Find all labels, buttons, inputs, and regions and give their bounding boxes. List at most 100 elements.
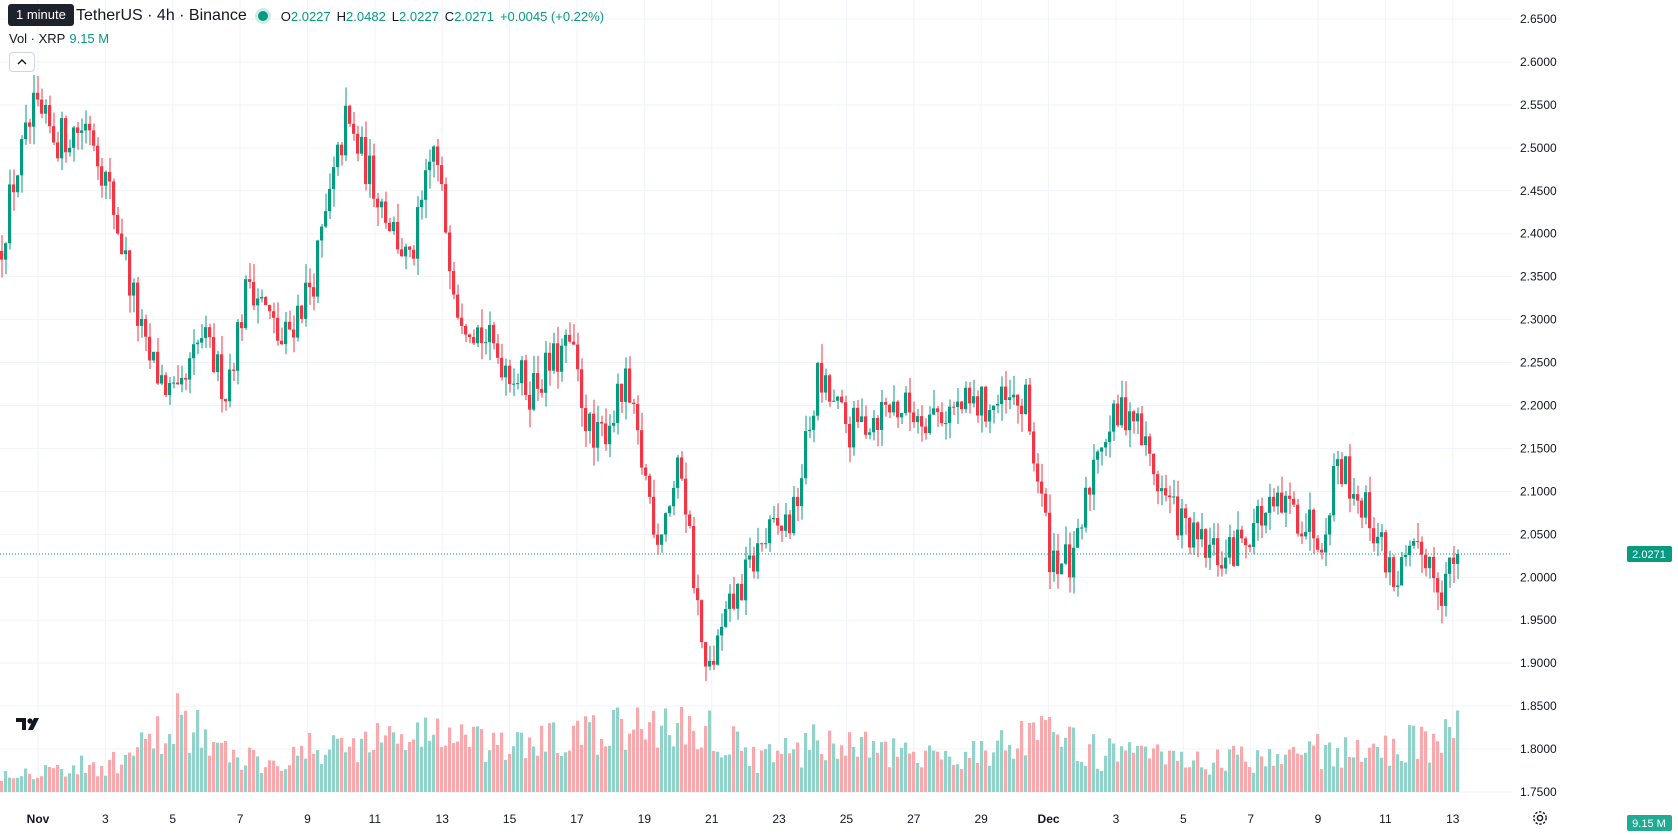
volume-bar xyxy=(440,747,444,792)
candle-body xyxy=(792,496,796,534)
market-status-icon[interactable] xyxy=(254,8,271,24)
candle-body xyxy=(1284,495,1288,513)
candle-body xyxy=(988,410,992,422)
volume-bar xyxy=(532,746,536,792)
ohlc-change: +0.0045 (+0.22%) xyxy=(499,8,605,24)
volume-bar xyxy=(944,750,948,792)
volume-bar xyxy=(468,746,472,792)
candle-body xyxy=(528,394,532,410)
collapse-legend-button[interactable] xyxy=(9,52,35,72)
volume-bar xyxy=(352,738,356,792)
candle-body xyxy=(788,514,792,534)
volume-bar xyxy=(216,742,220,792)
volume-bar xyxy=(724,755,728,792)
volume-bar xyxy=(940,759,944,792)
price-axis[interactable]: 2.6500 2.6000 2.5500 2.5000 2.4500 2.4000 2.35… xyxy=(1520,12,1557,799)
time-axis[interactable]: Nov 3 5 7 9 11 13 15 17 19 21 23 25 27 29 Dec 3 5 7 9 11 13 xyxy=(27,812,1460,826)
volume-bar xyxy=(992,752,996,792)
volume-bar xyxy=(556,753,560,792)
candle-body xyxy=(1100,447,1104,452)
candle-body xyxy=(776,517,780,526)
candle-body xyxy=(156,351,160,384)
price-tick-label: 2.3000 xyxy=(1520,313,1557,327)
candle-body xyxy=(284,321,288,345)
volume-bar xyxy=(648,722,652,792)
candle-body xyxy=(308,282,312,288)
volume-bar xyxy=(884,741,888,792)
candle-body xyxy=(1408,545,1412,556)
candle-body xyxy=(868,432,872,435)
candle-body xyxy=(100,166,104,186)
volume-bar xyxy=(280,770,284,792)
volume-bar xyxy=(1380,757,1384,792)
volume-bar xyxy=(720,757,724,792)
candle-body xyxy=(1088,487,1092,495)
volume-bar xyxy=(664,708,668,792)
tradingview-logo-icon[interactable] xyxy=(14,714,42,734)
candle-body xyxy=(176,382,180,385)
volume-bar xyxy=(156,716,160,792)
candle-body xyxy=(332,167,336,189)
volume-bar xyxy=(788,753,792,792)
volume-bar xyxy=(1320,769,1324,792)
candle-body xyxy=(812,415,816,430)
candle-body xyxy=(1356,494,1360,501)
volume-bar xyxy=(904,742,908,792)
volume-bar xyxy=(252,749,256,792)
gear-icon[interactable] xyxy=(1531,809,1549,827)
candle-body xyxy=(716,635,720,665)
volume-bar xyxy=(80,755,84,792)
volume-bar xyxy=(24,768,28,792)
candle-body xyxy=(756,543,760,572)
volume-bar xyxy=(1108,738,1112,792)
volume-bar xyxy=(380,742,384,792)
candle-body xyxy=(1412,540,1416,546)
time-tick-label: Nov xyxy=(27,812,50,826)
volume-bar xyxy=(636,707,640,792)
candle-body xyxy=(1020,405,1024,415)
volume-legend[interactable]: Vol · XRP 9.15 M xyxy=(9,31,109,46)
candle-body xyxy=(1300,533,1304,537)
volume-bar xyxy=(1228,749,1232,792)
candle-body xyxy=(1032,431,1036,464)
candle-body xyxy=(212,337,216,373)
volume-bar xyxy=(140,732,144,792)
candle-body xyxy=(572,341,576,345)
volume-bar xyxy=(704,726,708,792)
volume-bar xyxy=(388,726,392,792)
volume-bar xyxy=(564,752,568,792)
candle-body xyxy=(752,555,756,572)
candle-body xyxy=(4,243,8,260)
candle-body xyxy=(1264,512,1268,526)
candle-body xyxy=(348,105,352,124)
candle-body xyxy=(684,478,688,515)
volume-bar xyxy=(928,745,932,792)
volume-bar xyxy=(1376,746,1380,792)
candle-body xyxy=(500,357,504,378)
candle-body xyxy=(1384,532,1388,573)
candle-body xyxy=(1244,538,1248,546)
volume-bar xyxy=(600,738,604,792)
volume-bar xyxy=(1372,743,1376,792)
symbol-title[interactable]: TetherUS · 4h · Binance xyxy=(76,7,247,24)
candle-body xyxy=(828,375,832,402)
candle-body xyxy=(1400,557,1404,586)
volume-bar xyxy=(308,732,312,792)
candle-body xyxy=(16,175,20,193)
volume-bar xyxy=(1152,748,1156,792)
candle-body xyxy=(852,407,856,448)
candle-body xyxy=(656,534,660,545)
volume-bar xyxy=(924,750,928,792)
candle-body xyxy=(940,412,944,424)
candle-body xyxy=(636,404,640,431)
volume-bar xyxy=(716,751,720,792)
candle-body xyxy=(168,382,172,396)
candle-body xyxy=(448,232,452,272)
candle-body xyxy=(1176,496,1180,536)
volume-bar xyxy=(1364,757,1368,792)
candle-body xyxy=(368,155,372,185)
candle-body xyxy=(48,105,52,127)
candle-body xyxy=(456,294,460,318)
candle-body xyxy=(860,416,864,423)
